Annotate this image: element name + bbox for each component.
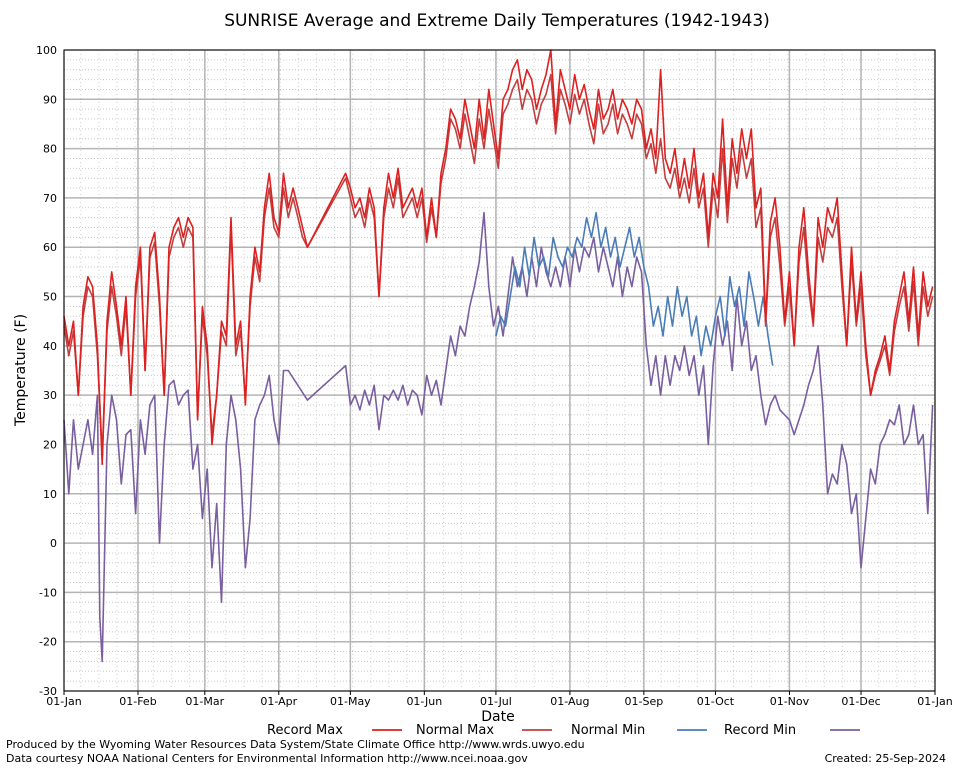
y-tick-label: -10	[39, 586, 57, 599]
x-tick-label: 01-Jul	[480, 695, 512, 708]
series-line-record-min	[63, 211, 934, 663]
y-tick-label: 0	[50, 537, 57, 550]
y-tick-label: 80	[43, 143, 57, 156]
x-tick-label: 01-Jan	[917, 695, 953, 708]
chart-legend: Record Max Normal Max Normal Min Record Min	[267, 723, 860, 738]
x-tick-label: 01-Aug	[550, 695, 589, 708]
y-tick-label: 100	[36, 44, 57, 57]
x-tick-label: 01-Dec	[841, 695, 880, 708]
y-tick-label: 90	[43, 93, 57, 106]
legend-label-normal-min: Normal Min	[571, 723, 645, 738]
axis-tick-labels: -30 -20 -10 0 10 20 30 40 50 60 70 80 90 100 01-Jan 01-…	[36, 44, 953, 708]
y-tick-label: 50	[43, 291, 57, 304]
x-tick-label: 01-Jun	[406, 695, 442, 708]
x-tick-label: 01-Sep	[625, 695, 664, 708]
series-line-record-max	[63, 49, 934, 466]
x-tick-label: 01-Apr	[260, 695, 297, 708]
legend-label-record-max: Record Max	[267, 723, 343, 738]
y-tick-label: 30	[43, 389, 57, 402]
legend-label-normal-max: Normal Max	[416, 723, 494, 738]
footer-data-courtesy: Data courtesy NOAA National Centers for …	[6, 752, 528, 765]
x-tick-label: 01-Jan	[46, 695, 82, 708]
x-tick-label: 01-Mar	[185, 695, 224, 708]
y-tick-label: 10	[43, 488, 57, 501]
x-tick-label: 01-May	[330, 695, 371, 708]
series-layer	[63, 49, 934, 663]
x-axis-label: Date	[481, 709, 514, 725]
y-axis-label: Temperature (F)	[13, 314, 29, 427]
x-tick-label: 01-Nov	[770, 695, 810, 708]
footer-produced-by: Produced by the Wyoming Water Resources …	[6, 738, 585, 751]
y-tick-label: -20	[39, 636, 57, 649]
plot-frame	[63, 49, 936, 692]
y-tick-label: 20	[43, 438, 57, 451]
y-tick-label: 70	[43, 192, 57, 205]
y-tick-label: 60	[43, 241, 57, 254]
footer-created: Created: 25-Sep-2024	[824, 752, 946, 765]
x-tick-label: 01-Feb	[119, 695, 156, 708]
series-line-normal-min	[495, 211, 774, 366]
chart-title: SUNRISE Average and Extreme Daily Temper…	[224, 11, 770, 31]
y-tick-label: -30	[39, 685, 57, 698]
x-tick-label: 01-Oct	[697, 695, 735, 708]
y-tick-label: 40	[43, 340, 57, 353]
legend-label-record-min: Record Min	[724, 723, 796, 738]
